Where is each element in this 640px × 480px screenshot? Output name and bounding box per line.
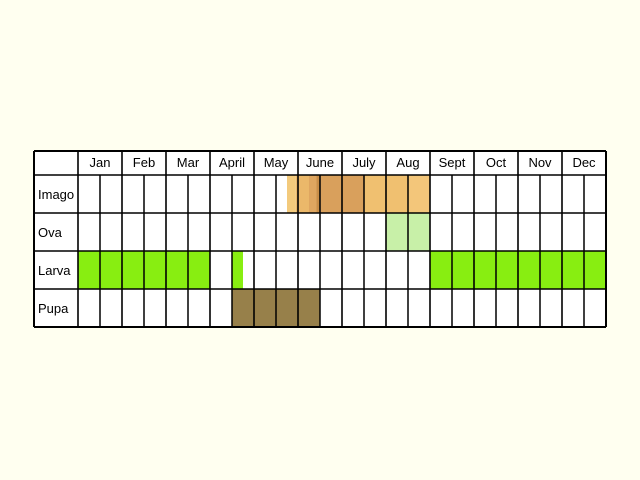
stage-label-imago: Imago	[38, 187, 74, 202]
bar-imago-3	[316, 175, 321, 213]
stage-label-larva: Larva	[38, 263, 71, 278]
grid-lines	[33, 150, 607, 328]
bar-larva-1	[232, 251, 243, 289]
month-label-april: April	[219, 155, 245, 170]
month-label-june: June	[306, 155, 334, 170]
stage-label-pupa: Pupa	[38, 301, 69, 316]
stage-label-ova: Ova	[38, 225, 63, 240]
bar-imago-1	[295, 175, 309, 213]
month-label-mar: Mar	[177, 155, 200, 170]
month-label-may: May	[264, 155, 289, 170]
month-label-sept: Sept	[439, 155, 466, 170]
bar-imago-2	[309, 175, 317, 213]
bar-imago-0	[287, 175, 296, 213]
month-label-jan: Jan	[90, 155, 111, 170]
month-label-nov: Nov	[528, 155, 552, 170]
month-label-oct: Oct	[486, 155, 507, 170]
month-label-aug: Aug	[396, 155, 419, 170]
month-label-july: July	[352, 155, 376, 170]
bar-imago-6	[408, 175, 430, 213]
month-label-dec: Dec	[572, 155, 596, 170]
month-label-feb: Feb	[133, 155, 155, 170]
grid-labels: Jan Feb Mar April May June July Aug Sept Oct Nov De…	[38, 155, 596, 316]
